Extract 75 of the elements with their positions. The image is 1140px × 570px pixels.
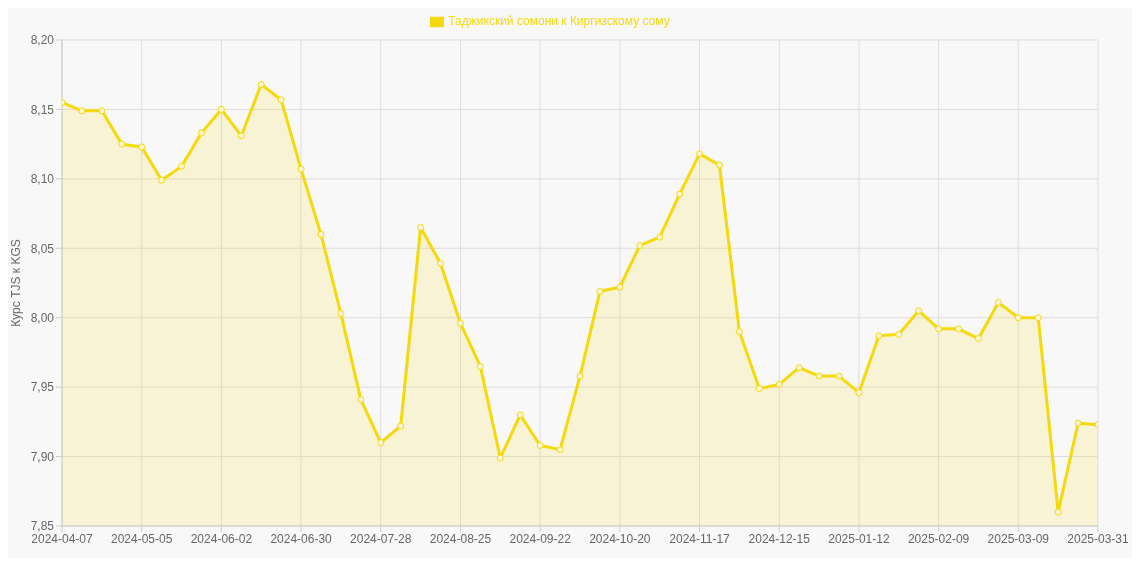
point bbox=[875, 332, 883, 340]
point bbox=[516, 411, 524, 419]
point bbox=[715, 161, 723, 169]
point bbox=[855, 389, 863, 397]
x-tick-label: 2024-06-30 bbox=[270, 531, 333, 546]
point bbox=[1034, 314, 1042, 322]
x-tick-label: 2024-11-17 bbox=[669, 531, 731, 546]
x-tick-label: 2024-08-25 bbox=[429, 531, 492, 546]
point bbox=[775, 380, 783, 388]
point bbox=[895, 330, 903, 338]
point bbox=[1054, 508, 1062, 516]
y-tick-label: 8,20 bbox=[30, 33, 55, 48]
point bbox=[755, 385, 763, 393]
x-tick-label: 2025-03-09 bbox=[987, 531, 1050, 546]
y-tick-label: 8,10 bbox=[30, 172, 55, 187]
x-tick-label: 2024-09-22 bbox=[509, 531, 572, 546]
point bbox=[217, 105, 225, 113]
point bbox=[337, 310, 345, 318]
x-tick-label: 2024-06-02 bbox=[190, 531, 253, 546]
point bbox=[935, 325, 943, 333]
point bbox=[277, 96, 285, 104]
point bbox=[118, 140, 126, 148]
y-tick-label: 8,00 bbox=[30, 310, 55, 325]
point bbox=[357, 396, 365, 404]
point bbox=[676, 190, 684, 198]
point bbox=[596, 287, 604, 295]
x-tick-label: 2024-07-28 bbox=[350, 531, 412, 546]
y-tick-label: 7,85 bbox=[30, 519, 55, 534]
x-tick-label: 2024-04-07 bbox=[31, 531, 94, 546]
point bbox=[656, 233, 664, 241]
y-tick-label: 8,15 bbox=[30, 102, 55, 117]
point bbox=[297, 165, 305, 173]
x-tick-label: 2024-10-20 bbox=[589, 531, 651, 546]
point bbox=[616, 283, 624, 291]
point bbox=[815, 372, 823, 380]
x-tick-label: 2024-05-05 bbox=[111, 531, 173, 546]
y-tick-label: 8,05 bbox=[30, 241, 55, 256]
point bbox=[576, 372, 584, 380]
point bbox=[955, 325, 963, 333]
point bbox=[78, 107, 86, 115]
point bbox=[456, 319, 464, 327]
point bbox=[397, 422, 405, 430]
y-axis-title: Курс TJS к KGS bbox=[9, 239, 24, 327]
x-tick-label: 2025-01-12 bbox=[828, 531, 890, 546]
point bbox=[1014, 314, 1022, 322]
x-tick-label: 2025-02-09 bbox=[907, 531, 970, 546]
y-tick-label: 7,90 bbox=[30, 449, 55, 464]
point bbox=[237, 132, 245, 140]
point bbox=[974, 335, 982, 343]
point bbox=[417, 223, 425, 231]
point bbox=[437, 260, 445, 268]
point bbox=[696, 150, 704, 158]
point bbox=[556, 446, 564, 454]
point bbox=[476, 362, 484, 370]
point bbox=[257, 80, 265, 88]
x-tick-label: 2024-12-15 bbox=[748, 531, 811, 546]
point bbox=[98, 107, 106, 115]
legend-label: Таджикский сомони к Киргизскому сому bbox=[448, 14, 670, 28]
point bbox=[178, 162, 186, 170]
point bbox=[636, 242, 644, 250]
point bbox=[496, 454, 504, 462]
point bbox=[377, 439, 385, 447]
point bbox=[197, 129, 205, 137]
point bbox=[317, 230, 325, 238]
x-tick-label: 2025-03-31 bbox=[1067, 531, 1130, 546]
point bbox=[1074, 419, 1082, 427]
point bbox=[795, 364, 803, 372]
point bbox=[158, 176, 166, 184]
point bbox=[138, 143, 146, 151]
point bbox=[735, 328, 743, 336]
point bbox=[915, 307, 923, 315]
point bbox=[994, 298, 1002, 306]
point bbox=[835, 372, 843, 380]
y-tick-label: 7,95 bbox=[30, 380, 55, 395]
point bbox=[536, 441, 544, 449]
